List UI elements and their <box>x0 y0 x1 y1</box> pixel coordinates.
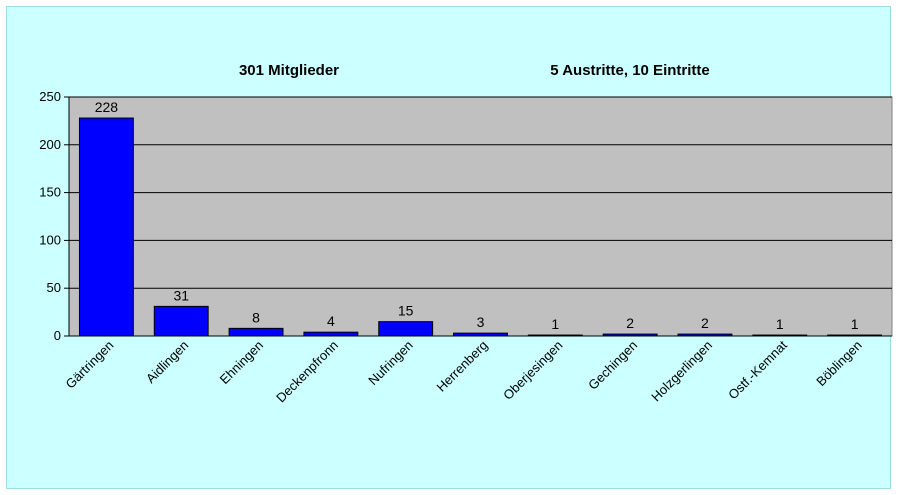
x-tick-label: Nufringen <box>365 338 415 388</box>
data-label: 31 <box>173 287 189 303</box>
bar <box>153 305 209 337</box>
bar <box>78 117 134 337</box>
y-axis-ticks: 0 50 100 150 200 250 <box>39 89 69 343</box>
data-label: 1 <box>551 316 559 332</box>
x-tick-label: Deckenpfronn <box>273 338 341 406</box>
bar <box>378 321 434 337</box>
x-tick-label: Holzgerlingen <box>648 338 715 405</box>
gridlines <box>69 96 892 289</box>
x-tick-label: Herrenberg <box>434 338 491 395</box>
x-axis-labels: Gärtringen Aidlingen Ehningen Deckenpfronn N… <box>62 337 864 405</box>
y-tick-label: 200 <box>39 137 61 152</box>
y-tick-label: 50 <box>47 280 61 295</box>
x-tick-label: Ostf.-Kemnat <box>725 337 790 402</box>
data-label: 8 <box>252 309 260 325</box>
data-label: 1 <box>851 316 859 332</box>
data-label: 2 <box>701 315 709 331</box>
data-label: 228 <box>95 99 119 115</box>
bar <box>303 331 359 337</box>
x-tick-label: Ehningen <box>217 338 266 387</box>
y-tick-label: 0 <box>54 328 61 343</box>
data-label: 15 <box>398 303 414 319</box>
data-label: 4 <box>327 313 335 329</box>
x-tick-label: Böblingen <box>813 338 864 389</box>
axes <box>68 97 892 337</box>
chart-subtitle: 5 Austritte, 10 Eintritte <box>550 62 709 79</box>
data-label: 1 <box>776 316 784 332</box>
plot-area <box>68 96 893 337</box>
data-label: 2 <box>626 315 634 331</box>
x-tick-label: Gärtringen <box>62 338 116 392</box>
x-tick-label: Oberjesingen <box>500 338 565 403</box>
x-tick-label: Aidlingen <box>143 338 191 386</box>
y-tick-label: 250 <box>39 89 61 104</box>
x-tick-label: Gechingen <box>585 338 640 393</box>
y-tick-label: 100 <box>39 232 61 247</box>
y-tick-label: 150 <box>39 185 61 200</box>
bars <box>78 117 883 337</box>
data-label: 3 <box>477 314 485 330</box>
chart-title: 301 Mitglieder <box>239 62 339 79</box>
bar <box>228 327 284 337</box>
